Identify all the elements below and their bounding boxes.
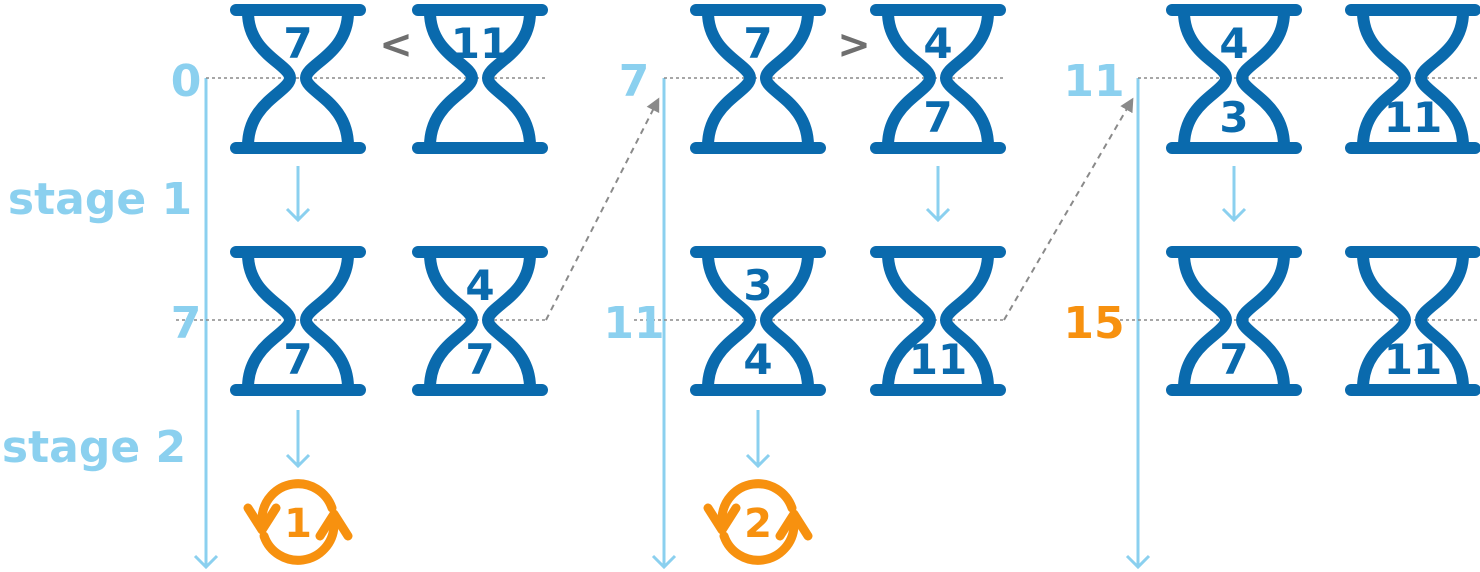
transition-arrow <box>285 166 311 223</box>
flip-count-label: 1 <box>284 501 312 547</box>
sand-top-minutes: 11 <box>451 19 509 68</box>
hourglass-glass <box>702 253 814 389</box>
transition-arrow <box>745 410 771 469</box>
sand-top-minutes: 3 <box>743 261 772 310</box>
sand-bottom-minutes: 11 <box>909 335 967 384</box>
hourglass-icon: 11 <box>870 246 1006 396</box>
flip-count-label: 2 <box>744 501 772 547</box>
sand-bottom-minutes: 11 <box>1384 335 1442 384</box>
sand-top-minutes: 4 <box>923 19 952 68</box>
sand-bottom-minutes: 4 <box>743 335 772 384</box>
time-axis <box>1125 78 1151 570</box>
sand-bottom-minutes: 3 <box>1219 93 1248 142</box>
next-step-connector <box>1003 97 1134 321</box>
sand-bottom-minutes: 11 <box>1384 93 1442 142</box>
transition-arrow <box>1221 166 1247 223</box>
sand-bottom-minutes: 7 <box>923 93 952 142</box>
sand-top-minutes: 7 <box>283 19 312 68</box>
sand-bottom-minutes: 7 <box>283 335 312 384</box>
hourglass-icon: 7 <box>230 4 366 154</box>
hourglass-icon: 7 <box>690 4 826 154</box>
time-label-end: 7 <box>171 298 202 349</box>
time-label-start: 0 <box>171 56 202 107</box>
hourglass-glass <box>882 253 994 389</box>
hourglass-glass <box>1178 11 1290 147</box>
sand-top-minutes: 7 <box>743 19 772 68</box>
hourglass-glass <box>424 11 536 147</box>
hourglass-glass <box>242 253 354 389</box>
hourglass-glass <box>882 11 994 147</box>
stage-1-label: stage 1 <box>8 174 192 225</box>
hourglass-icon: 7 <box>230 246 366 396</box>
hourglass-icon: 7 <box>1166 246 1302 396</box>
hourglass-glass <box>1357 253 1469 389</box>
sand-top-minutes: 4 <box>1219 19 1248 68</box>
hourglass-icon: 11 <box>412 4 548 154</box>
next-step-connector <box>545 97 660 321</box>
time-axis <box>651 78 677 570</box>
hourglass-glass <box>1178 253 1290 389</box>
sand-bottom-minutes: 7 <box>465 335 494 384</box>
flip-counter-icon: 1 <box>243 479 353 565</box>
time-label-end: 15 <box>1063 298 1124 349</box>
transition-arrow <box>925 166 951 223</box>
hourglass-icon: 11 <box>1345 4 1480 154</box>
time-label-start: 11 <box>1063 56 1124 107</box>
comparison-symbol: < <box>379 22 413 68</box>
hourglass-glass <box>424 253 536 389</box>
hourglass-glass <box>702 11 814 147</box>
stage-2-label: stage 2 <box>2 422 186 473</box>
sand-bottom-minutes: 7 <box>1219 335 1248 384</box>
flip-counter-icon: 2 <box>703 479 813 565</box>
transition-arrow <box>285 410 311 469</box>
comparison-symbol: > <box>837 22 871 68</box>
hourglass-icon: 47 <box>412 246 548 396</box>
time-label-end: 11 <box>603 298 664 349</box>
time-label-start: 7 <box>619 56 650 107</box>
hourglass-icon: 47 <box>870 4 1006 154</box>
hourglass-icon: 11 <box>1345 246 1480 396</box>
hourglass-glass <box>1357 11 1469 147</box>
sand-top-minutes: 4 <box>465 261 494 310</box>
time-axis <box>193 78 219 570</box>
hourglass-icon: 43 <box>1166 4 1302 154</box>
hourglass-glass <box>242 11 354 147</box>
hourglass-icon: 34 <box>690 246 826 396</box>
